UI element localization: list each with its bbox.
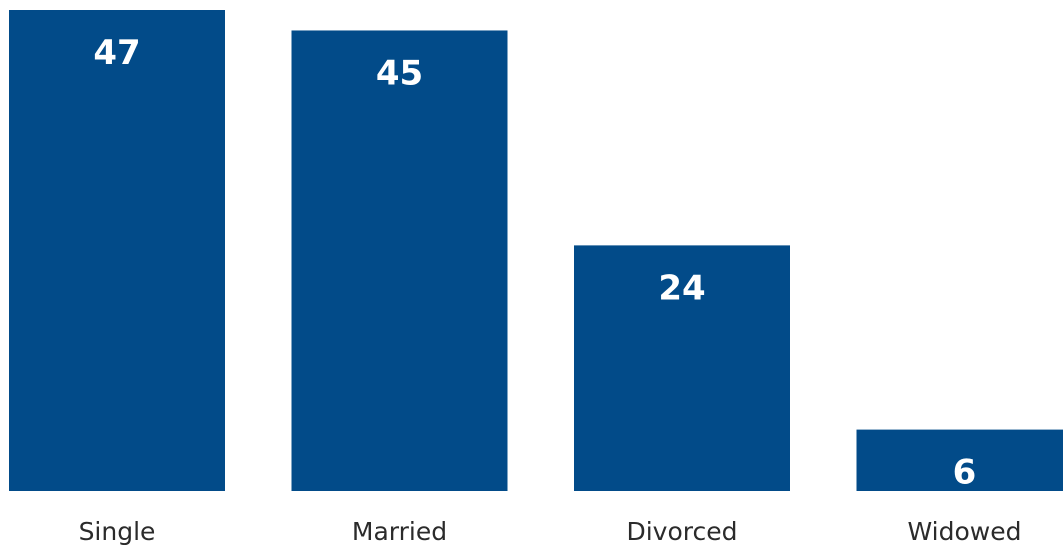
value-label-divorced: 24 — [658, 268, 705, 308]
bars-group — [9, 10, 1063, 492]
category-label-married: Married — [352, 517, 447, 546]
category-labels-group: Single Married Divorced Widowed — [79, 517, 1022, 546]
category-label-single: Single — [79, 517, 156, 546]
value-label-single: 47 — [93, 33, 140, 73]
category-label-divorced: Divorced — [626, 517, 737, 546]
bar-divorced — [574, 245, 790, 491]
value-label-widowed: 6 — [953, 453, 977, 493]
bar-married — [291, 30, 508, 492]
value-label-married: 45 — [376, 53, 423, 93]
bar-widowed — [856, 429, 1063, 491]
bar-single — [9, 10, 225, 491]
category-label-widowed: Widowed — [908, 517, 1022, 546]
value-labels-group: 47 45 24 6 — [93, 33, 976, 493]
